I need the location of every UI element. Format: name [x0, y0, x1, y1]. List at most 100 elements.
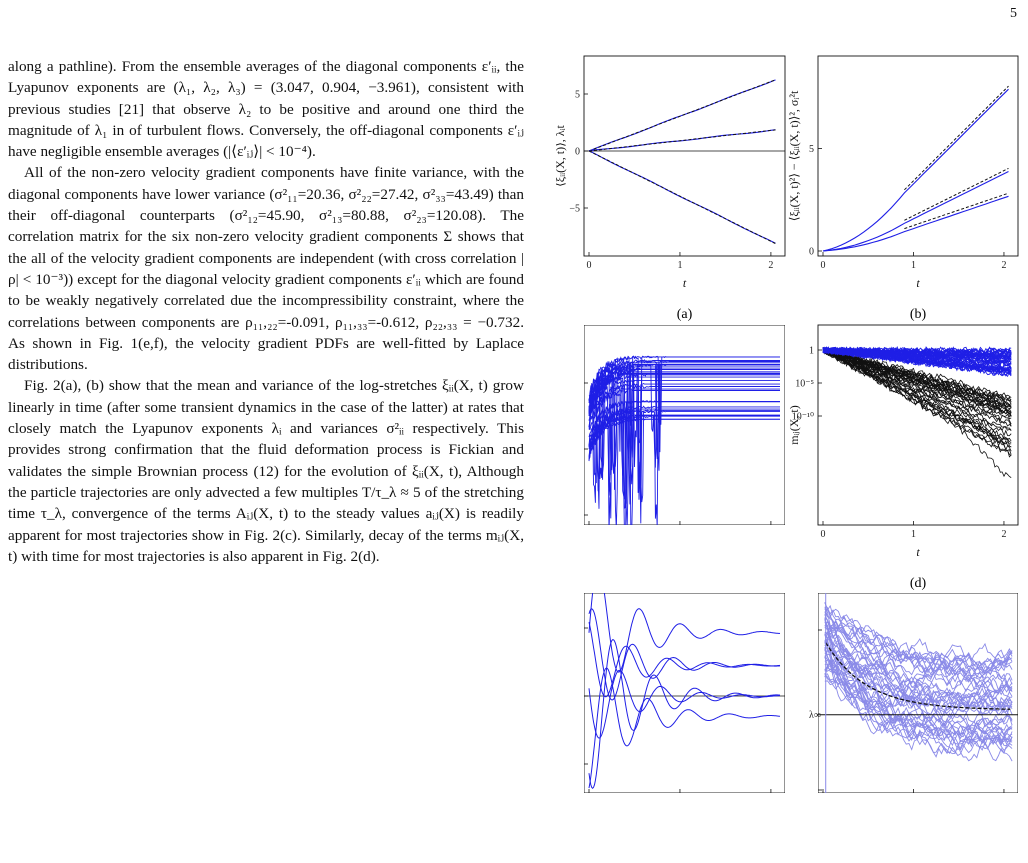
c-term-curve [588, 621, 781, 698]
y-tick-label: 10 [804, 626, 814, 637]
x-tick-label: 0 [821, 260, 826, 271]
a-term-curve [588, 410, 780, 525]
y-tick-label: 10 [570, 624, 580, 635]
y-tick-label: 10⁻² [562, 445, 580, 456]
panel-caption: (e) [677, 844, 693, 859]
y-axis-label: |Aᵢⱼ(X, t)| [556, 403, 567, 447]
lambda-trajectory-curve [824, 655, 1013, 741]
lambda-trajectory-curve [824, 618, 1013, 701]
lambda-trajectory-curve [824, 634, 1013, 706]
x-tick-label: 1 [677, 260, 682, 271]
paragraph-1: along a pathline). From the ensemble ave… [8, 58, 524, 161]
y-axis-label: |Cᵢⱼ(X, t)|/F₁₁(X, t)² [556, 647, 567, 738]
y-tick-label: 0 [575, 147, 580, 158]
x-tick-label: 1 [677, 529, 682, 540]
a-term-curve [588, 355, 780, 474]
m-term-decaying-curve [822, 350, 1012, 420]
lyapunov-reference-1 [588, 79, 776, 152]
m-term-decaying-curve [822, 349, 1012, 456]
a-term-curve [588, 362, 780, 475]
panel-frame [817, 55, 1019, 257]
c-term-curve [588, 593, 781, 673]
y-axis-label: λ(X, t), ⟨λ(X, t)⟩_N [787, 646, 801, 740]
panel-frame [817, 324, 1019, 526]
lambda-trajectory-curve [824, 632, 1013, 694]
y-tick-label: 1 [809, 346, 814, 357]
m-term-decaying-curve [822, 347, 1012, 448]
panel-c: 0 1 2 1 10⁻² 10⁻⁴ t |Aᵢⱼ(X, t)| (c) [556, 325, 785, 559]
variance-reference-2 [904, 167, 1009, 221]
mean-series-3 [588, 150, 776, 244]
variance-reference-3 [904, 192, 1009, 230]
lambda-trajectory-curve [824, 633, 1013, 751]
variance-series-2 [822, 171, 1009, 252]
lambda-trajectory-curve [824, 661, 1013, 741]
lambda-trajectory-curve [824, 672, 1013, 751]
x-axis-label: t [916, 545, 920, 559]
figure-2: 0 1 2 5 0 −5 t ⟨ξᵢᵢ(X, t)⟩, λᵢt (a) 0 1 2 5 0 t ⟨ξᵢᵢ(X,… [556, 50, 1028, 863]
x-tick-label: 0 [587, 260, 592, 271]
x-tick-label: 2 [768, 529, 773, 540]
y-tick-label: 0 [809, 247, 814, 258]
lambda-trajectory-curve [824, 644, 1013, 717]
y-tick-label: 5 [809, 144, 814, 155]
panel-caption: (f) [911, 844, 925, 859]
lambda-trajectory-curve [824, 642, 1013, 715]
a-term-curve [588, 359, 780, 480]
a-term-curve [588, 417, 780, 525]
x-axis-label: t [683, 276, 687, 290]
m-term-decaying-curve [822, 347, 1012, 399]
variance-reference-1 [904, 85, 1009, 191]
y-tick-label: 5 [575, 90, 580, 101]
panel-d: 0 1 2 1 10⁻⁵ 10⁻¹⁰ t mᵢⱼ(X, t) (d) [787, 324, 1019, 591]
a-term-curve [588, 407, 780, 519]
x-tick-label: 1 [911, 529, 916, 540]
variance-series-3 [822, 195, 1009, 252]
y-axis-label: mᵢⱼ(X, t) [787, 405, 801, 444]
page-number: 5 [1010, 6, 1017, 21]
x-tick-label: 0 [587, 797, 592, 808]
lambda-trajectory-curve [824, 606, 1013, 675]
y-axis-label: ⟨ξᵢᵢ(X, t)²⟩ − ⟨ξᵢᵢ(X, t)⟩², σᵢ²t [787, 90, 801, 221]
panel-b: 0 1 2 5 0 t ⟨ξᵢᵢ(X, t)²⟩ − ⟨ξᵢᵢ(X, t)⟩², σᵢ²t (… [787, 55, 1019, 322]
c-term-curve [588, 669, 780, 739]
m-term-decaying-curve [822, 348, 1012, 427]
y-tick-label: 1 [809, 786, 814, 797]
panel-caption: (b) [910, 307, 927, 322]
lambda-trajectory-curve [824, 659, 1013, 720]
lambda-trajectory-curve [824, 602, 1013, 675]
m-term-flat-curve [822, 347, 1012, 362]
a-term-curve [588, 368, 780, 470]
panel-caption: (a) [677, 307, 693, 322]
a-term-curve [588, 413, 780, 525]
x-tick-label: 2 [1001, 260, 1006, 271]
x-axis-label: t [916, 276, 920, 290]
a-term-curve [588, 360, 780, 471]
m-term-decaying-curve [822, 346, 1012, 415]
body-text-column: along a pathline). From the ensemble ave… [8, 56, 524, 567]
a-term-curve [588, 373, 780, 484]
lambda-trajectory-curve [824, 626, 1013, 671]
a-term-curve [588, 382, 780, 493]
a-term-curve [588, 385, 780, 504]
x-tick-label: 0 [821, 797, 826, 808]
lambda-infinity-label: λ∞ [809, 710, 821, 721]
paragraph-3: Fig. 2(a), (b) show that the mean and va… [8, 377, 524, 565]
paragraph-2: All of the non-zero velocity gradient co… [8, 164, 524, 374]
x-tick-label: 0 [821, 529, 826, 540]
a-term-curve [588, 363, 780, 468]
figure-2-svg: 0 1 250−5t⟨ξᵢᵢ(X, t)⟩, λᵢt(a)0 1 250t⟨ξᵢᵢ(X,… [556, 55, 1019, 859]
lyapunov-reference-2 [588, 129, 776, 152]
a-term-curve [588, 370, 780, 490]
y-axis-label: ⟨ξᵢᵢ(X, t)⟩, λᵢt [556, 124, 567, 186]
a-term-curve [588, 408, 780, 503]
x-tick-label: 1 [911, 797, 916, 808]
x-axis-label: t [683, 545, 687, 559]
x-tick-label: 0 [587, 529, 592, 540]
c-term-curve [588, 639, 781, 790]
x-tick-label: 1 [677, 797, 682, 808]
variance-series-1 [822, 88, 1009, 252]
x-axis-label: t [683, 813, 687, 827]
panel-caption: (d) [910, 576, 927, 591]
